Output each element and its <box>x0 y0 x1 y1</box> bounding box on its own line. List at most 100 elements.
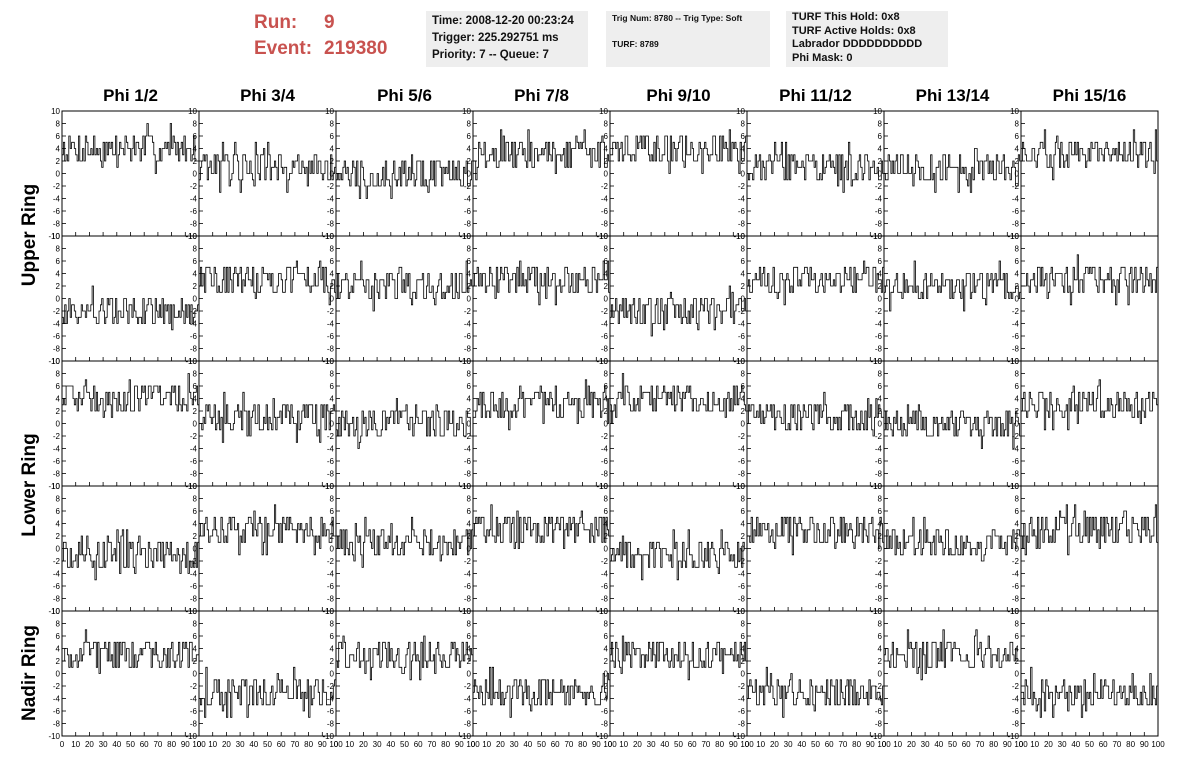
y-tick-label: 8 <box>741 245 746 254</box>
y-tick-label: 2 <box>604 657 609 666</box>
y-tick-label: 2 <box>878 157 883 166</box>
y-tick-label: -4 <box>190 445 198 454</box>
y-tick-label: 0 <box>741 420 746 429</box>
y-tick-label: 2 <box>467 657 472 666</box>
y-tick-label: -6 <box>875 707 883 716</box>
y-tick-label: 0 <box>330 170 335 179</box>
y-tick-label: -4 <box>738 445 746 454</box>
waveform-trace <box>336 635 473 681</box>
y-tick-label: 10 <box>51 232 60 241</box>
priority-text: Priority: 7 -- Queue: 7 <box>432 49 549 61</box>
x-tick-label: 50 <box>811 740 820 749</box>
y-tick-label: 2 <box>56 532 61 541</box>
y-tick-label: 8 <box>330 495 335 504</box>
y-tick-label: -4 <box>601 195 609 204</box>
y-tick-label: 4 <box>467 520 472 529</box>
y-tick-label: -4 <box>190 570 198 579</box>
phi-label-1: Phi 1/2 <box>103 86 158 105</box>
y-tick-label: 2 <box>604 407 609 416</box>
y-tick-label: -6 <box>1012 332 1020 341</box>
x-tick-label: 100 <box>1151 740 1165 749</box>
y-tick-label: -4 <box>53 195 61 204</box>
y-tick-label: -4 <box>464 570 472 579</box>
y-tick-label: 6 <box>1015 382 1020 391</box>
y-tick-label: 8 <box>741 370 746 379</box>
waveform-trace <box>62 529 199 581</box>
x-tick-label: 40 <box>386 740 395 749</box>
y-tick-label: 2 <box>330 532 335 541</box>
y-tick-label: 6 <box>193 632 198 641</box>
y-tick-label: 10 <box>325 107 334 116</box>
y-tick-label: 0 <box>1015 670 1020 679</box>
x-tick-label: 50 <box>263 740 272 749</box>
y-tick-label: -6 <box>875 582 883 591</box>
y-tick-label: 6 <box>1015 132 1020 141</box>
y-tick-label: -4 <box>464 445 472 454</box>
y-tick-label: 4 <box>56 520 61 529</box>
panel-frame <box>61 235 200 362</box>
y-tick-label: -2 <box>327 432 335 441</box>
y-tick-label: 2 <box>741 657 746 666</box>
y-tick-label: -6 <box>53 582 61 591</box>
y-tick-label: -6 <box>464 207 472 216</box>
y-tick-label: 2 <box>467 532 472 541</box>
y-tick-label: 4 <box>878 145 883 154</box>
x-tick-label: 90 <box>1140 740 1149 749</box>
y-tick-label: 4 <box>1015 520 1020 529</box>
y-tick-label: 4 <box>56 270 61 279</box>
y-tick-label: 2 <box>467 282 472 291</box>
y-tick-label: 2 <box>1015 282 1020 291</box>
y-tick-label: -2 <box>601 307 609 316</box>
y-tick-label: 4 <box>1015 270 1020 279</box>
trigger-text: Trigger: 225.292751 ms <box>432 32 559 44</box>
y-tick-label: -10 <box>596 732 608 741</box>
y-tick-label: 6 <box>330 132 335 141</box>
y-tick-label: 6 <box>741 507 746 516</box>
y-tick-label: -2 <box>464 307 472 316</box>
waveform-trace <box>610 129 747 174</box>
y-tick-label: -2 <box>190 307 198 316</box>
y-tick-label: 6 <box>1015 507 1020 516</box>
y-tick-label: -4 <box>875 570 883 579</box>
y-tick-label: 6 <box>604 132 609 141</box>
x-tick-label: 100 <box>329 740 343 749</box>
panel-r4-c1: -10 -8 -6 -4 -2 0 2 4 6 8 10 <box>48 482 200 616</box>
y-tick-label: 2 <box>56 407 61 416</box>
y-tick-label: 6 <box>467 507 472 516</box>
y-tick-label: -6 <box>190 457 198 466</box>
y-tick-label: -6 <box>875 457 883 466</box>
waveform-trace <box>884 148 1021 193</box>
y-tick-label: 6 <box>467 382 472 391</box>
y-tick-label: 6 <box>56 507 61 516</box>
y-tick-label: -8 <box>1012 220 1020 229</box>
panel-frame <box>1020 360 1159 487</box>
waveform-trace <box>473 666 610 718</box>
y-tick-label: -6 <box>738 582 746 591</box>
y-tick-label: -4 <box>1012 445 1020 454</box>
y-tick-label: -6 <box>190 332 198 341</box>
waveform-trace <box>1021 666 1158 718</box>
y-tick-label: -10 <box>733 732 745 741</box>
x-tick-label: 70 <box>290 740 299 749</box>
y-tick-label: -2 <box>1012 307 1020 316</box>
y-tick-label: -8 <box>1012 595 1020 604</box>
y-tick-label: -8 <box>875 595 883 604</box>
x-tick-label: 10 <box>893 740 902 749</box>
y-tick-label: 6 <box>193 382 198 391</box>
y-tick-label: 6 <box>604 257 609 266</box>
y-tick-label: 8 <box>878 495 883 504</box>
y-tick-label: 10 <box>188 607 197 616</box>
x-tick-label: 20 <box>85 740 94 749</box>
y-tick-label: 6 <box>56 382 61 391</box>
run-value: 9 <box>324 12 335 33</box>
y-tick-label: -4 <box>53 570 61 579</box>
y-tick-label: 2 <box>1015 157 1020 166</box>
y-tick-label: -2 <box>464 682 472 691</box>
y-tick-label: 0 <box>741 545 746 554</box>
x-tick-label: 0 <box>334 740 339 749</box>
y-tick-label: 4 <box>741 145 746 154</box>
